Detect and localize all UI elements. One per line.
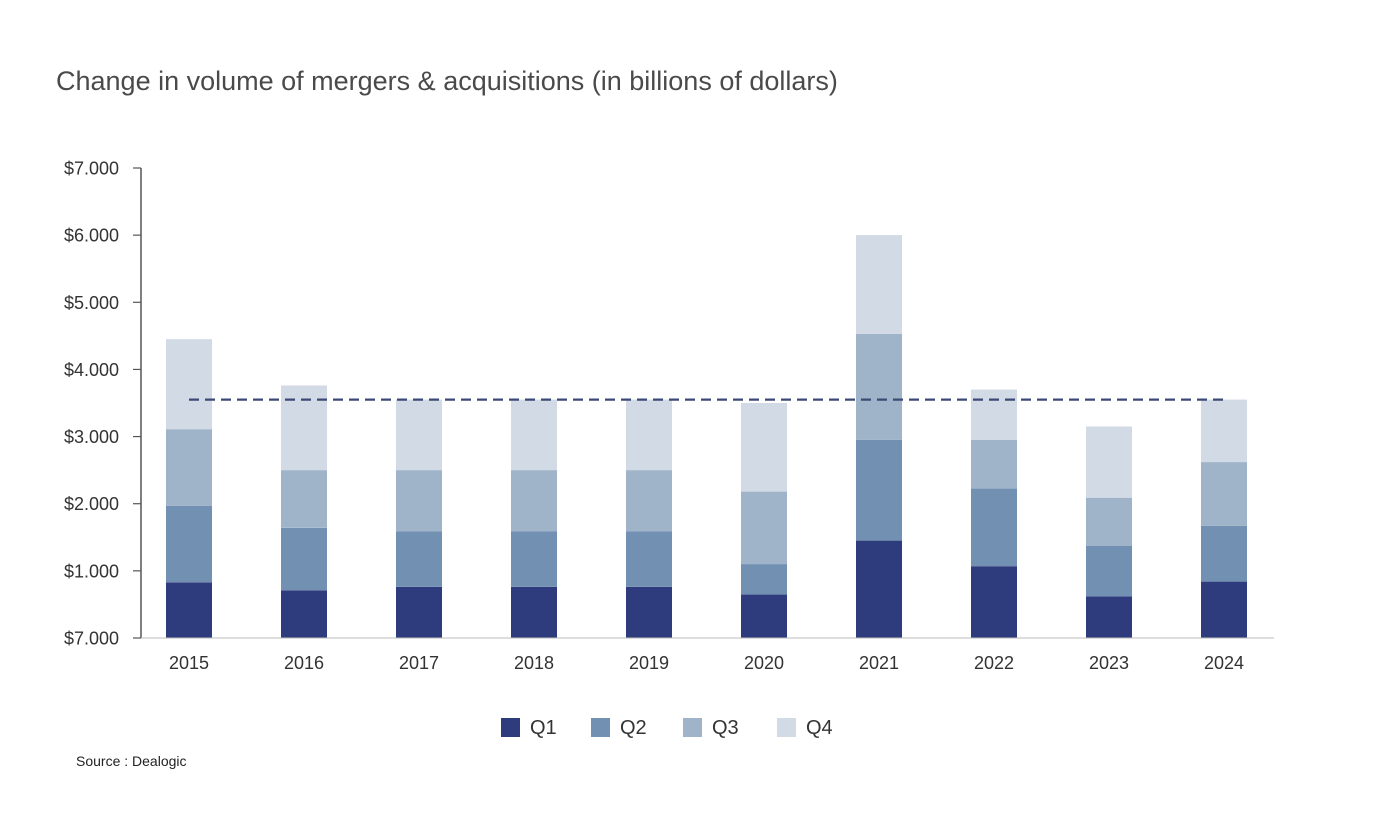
- bar-2022-q1: [971, 566, 1017, 638]
- x-tick-label: 2023: [1089, 653, 1129, 673]
- x-tick-label: 2016: [284, 653, 324, 673]
- bar-2022-q3: [971, 439, 1017, 489]
- y-tick-label: $5.000: [64, 293, 119, 313]
- bar-2024-q2: [1201, 525, 1247, 582]
- x-tick-label: 2019: [629, 653, 669, 673]
- bar-2019-q4: [626, 399, 672, 471]
- bar-2023-q3: [1086, 497, 1132, 546]
- y-tick-label: $6.000: [64, 226, 119, 246]
- y-tick-label: $2.000: [64, 494, 119, 514]
- legend-label-q3: Q3: [712, 717, 739, 739]
- bar-2024-q1: [1201, 581, 1247, 638]
- legend: Q1 Q2 Q3 Q4: [501, 717, 833, 739]
- x-tick-label: 2021: [859, 653, 899, 673]
- x-tick-label: 2024: [1204, 653, 1244, 673]
- bar-2015-q2: [166, 505, 212, 583]
- x-tick-label: 2017: [399, 653, 439, 673]
- bar-2018-q3: [511, 470, 557, 532]
- bar-2023-q2: [1086, 546, 1132, 597]
- bar-2017-q1: [396, 587, 442, 638]
- bar-2019-q3: [626, 470, 672, 532]
- bar-2019-q1: [626, 587, 672, 638]
- source-note: Source : Dealogic: [76, 753, 187, 769]
- bar-2022-q2: [971, 488, 1017, 567]
- y-tick-label: $7.000: [64, 629, 119, 649]
- chart-title: Change in volume of mergers & acquisitio…: [56, 66, 838, 96]
- legend-label-q1: Q1: [530, 717, 557, 739]
- bar-2022-q4: [971, 389, 1017, 440]
- bar-2016-q2: [281, 527, 327, 591]
- bar-2016-q4: [281, 385, 327, 471]
- bar-2024-q3: [1201, 462, 1247, 526]
- bar-2021-q2: [856, 439, 902, 541]
- bar-2021-q1: [856, 540, 902, 638]
- bar-2020-q2: [741, 564, 787, 595]
- x-tick-label: 2020: [744, 653, 784, 673]
- x-tick-label: 2022: [974, 653, 1014, 673]
- bar-2017-q4: [396, 399, 442, 471]
- bar-2018-q4: [511, 399, 557, 471]
- bar-2016-q1: [281, 590, 327, 638]
- bar-2019-q2: [626, 531, 672, 587]
- bar-2021-q3: [856, 333, 902, 440]
- axis-layer: 2015 2016 2017 2018 2019 2020 2021 2022 2023 2024…: [64, 159, 1274, 673]
- legend-swatch-q4: [777, 718, 796, 737]
- legend-label-q4: Q4: [806, 717, 833, 739]
- bar-2024-q4: [1201, 399, 1247, 462]
- bar-2015-q1: [166, 582, 212, 638]
- bar-2021-q4: [856, 235, 902, 334]
- y-tick-label: $4.000: [64, 360, 119, 380]
- bar-2016-q3: [281, 470, 327, 528]
- bar-2015-q4: [166, 339, 212, 430]
- x-tick-label: 2015: [169, 653, 209, 673]
- bar-2015-q3: [166, 429, 212, 506]
- legend-swatch-q2: [591, 718, 610, 737]
- bar-2023-q4: [1086, 426, 1132, 498]
- legend-swatch-q3: [683, 718, 702, 737]
- y-tick-label: $3.000: [64, 427, 119, 447]
- bar-2020-q1: [741, 594, 787, 638]
- bar-2018-q2: [511, 531, 557, 587]
- bar-2020-q4: [741, 403, 787, 492]
- y-tick-label: $7.000: [64, 159, 119, 179]
- y-tick-label: $1.000: [64, 561, 119, 581]
- bar-2017-q2: [396, 531, 442, 587]
- legend-label-q2: Q2: [620, 717, 647, 739]
- legend-swatch-q1: [501, 718, 520, 737]
- bar-2017-q3: [396, 470, 442, 532]
- x-tick-label: 2018: [514, 653, 554, 673]
- bars-layer: [166, 235, 1247, 638]
- bar-2020-q3: [741, 491, 787, 565]
- bar-2023-q1: [1086, 596, 1132, 638]
- bar-2018-q1: [511, 587, 557, 638]
